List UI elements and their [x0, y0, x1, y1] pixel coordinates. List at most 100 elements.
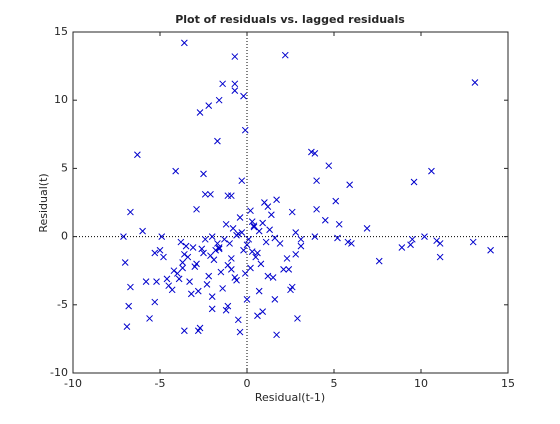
- marker: [215, 96, 223, 104]
- marker: [181, 327, 188, 335]
- x-tick-label: 5: [331, 377, 338, 390]
- marker: [208, 233, 216, 240]
- marker: [156, 246, 164, 254]
- marker: [222, 220, 230, 228]
- marker: [292, 229, 300, 236]
- x-tick-label: 10: [414, 377, 428, 390]
- marker: [271, 295, 279, 303]
- marker: [231, 80, 239, 88]
- marker: [262, 238, 270, 246]
- marker: [207, 252, 214, 260]
- marker: [243, 241, 251, 249]
- marker: [325, 162, 333, 170]
- marker: [321, 216, 329, 224]
- y-axis-label: Residual(t): [37, 173, 50, 232]
- marker: [179, 259, 186, 266]
- marker: [208, 305, 216, 313]
- marker: [421, 233, 428, 240]
- marker: [205, 272, 213, 280]
- marker: [187, 290, 195, 298]
- marker: [181, 250, 188, 258]
- marker: [375, 257, 383, 265]
- marker: [471, 79, 479, 86]
- marker: [311, 150, 319, 157]
- y-tick-label: 15: [54, 25, 68, 38]
- marker: [196, 109, 204, 116]
- y-tick-label: -5: [57, 298, 68, 311]
- marker: [198, 245, 206, 253]
- marker: [398, 244, 406, 251]
- x-tick-label: -5: [155, 377, 166, 390]
- marker: [231, 53, 239, 60]
- marker: [217, 268, 225, 276]
- marker: [184, 253, 192, 261]
- marker: [215, 245, 223, 253]
- marker: [252, 253, 260, 261]
- marker: [205, 102, 213, 110]
- marker: [227, 255, 235, 262]
- marker: [248, 218, 256, 225]
- marker: [269, 274, 277, 281]
- marker: [240, 92, 247, 100]
- marker: [227, 265, 235, 273]
- marker: [160, 253, 167, 261]
- marker: [280, 265, 287, 273]
- marker: [346, 181, 354, 189]
- x-tick-label: 15: [501, 377, 515, 390]
- marker: [264, 203, 272, 210]
- marker: [214, 137, 221, 145]
- marker: [142, 278, 150, 285]
- marker: [238, 177, 246, 185]
- marker: [363, 225, 371, 232]
- axes-box: [72, 31, 509, 374]
- marker: [179, 264, 186, 272]
- marker: [158, 233, 166, 240]
- marker: [255, 227, 263, 235]
- marker: [203, 280, 211, 288]
- marker: [487, 246, 494, 254]
- marker: [229, 225, 237, 232]
- marker: [288, 208, 296, 216]
- marker: [219, 80, 226, 88]
- marker: [163, 275, 171, 283]
- marker: [193, 260, 200, 268]
- marker: [259, 308, 267, 315]
- marker: [243, 295, 251, 303]
- marker: [334, 234, 341, 242]
- marker: [121, 259, 129, 266]
- marker: [127, 283, 134, 291]
- marker: [174, 270, 181, 277]
- marker: [250, 223, 258, 231]
- marker: [172, 167, 180, 175]
- marker: [241, 270, 249, 277]
- marker: [254, 312, 261, 320]
- marker: [189, 244, 197, 251]
- marker: [247, 207, 254, 215]
- marker: [268, 211, 275, 219]
- marker: [182, 242, 190, 250]
- marker: [257, 260, 265, 268]
- marker: [407, 241, 414, 249]
- marker: [348, 240, 355, 247]
- marker: [196, 324, 204, 332]
- marker: [193, 205, 200, 213]
- marker: [273, 331, 280, 339]
- marker: [248, 248, 256, 255]
- marker: [241, 126, 249, 134]
- marker: [226, 240, 233, 247]
- marker: [127, 208, 134, 216]
- marker: [201, 235, 209, 243]
- marker: [294, 315, 301, 322]
- marker: [297, 242, 305, 250]
- marker: [153, 278, 160, 285]
- marker: [200, 249, 207, 257]
- marker: [139, 227, 146, 235]
- marker: [194, 287, 202, 295]
- marker: [292, 250, 300, 258]
- marker: [250, 222, 258, 230]
- marker: [219, 285, 226, 292]
- marker: [273, 196, 280, 204]
- marker: [231, 87, 239, 95]
